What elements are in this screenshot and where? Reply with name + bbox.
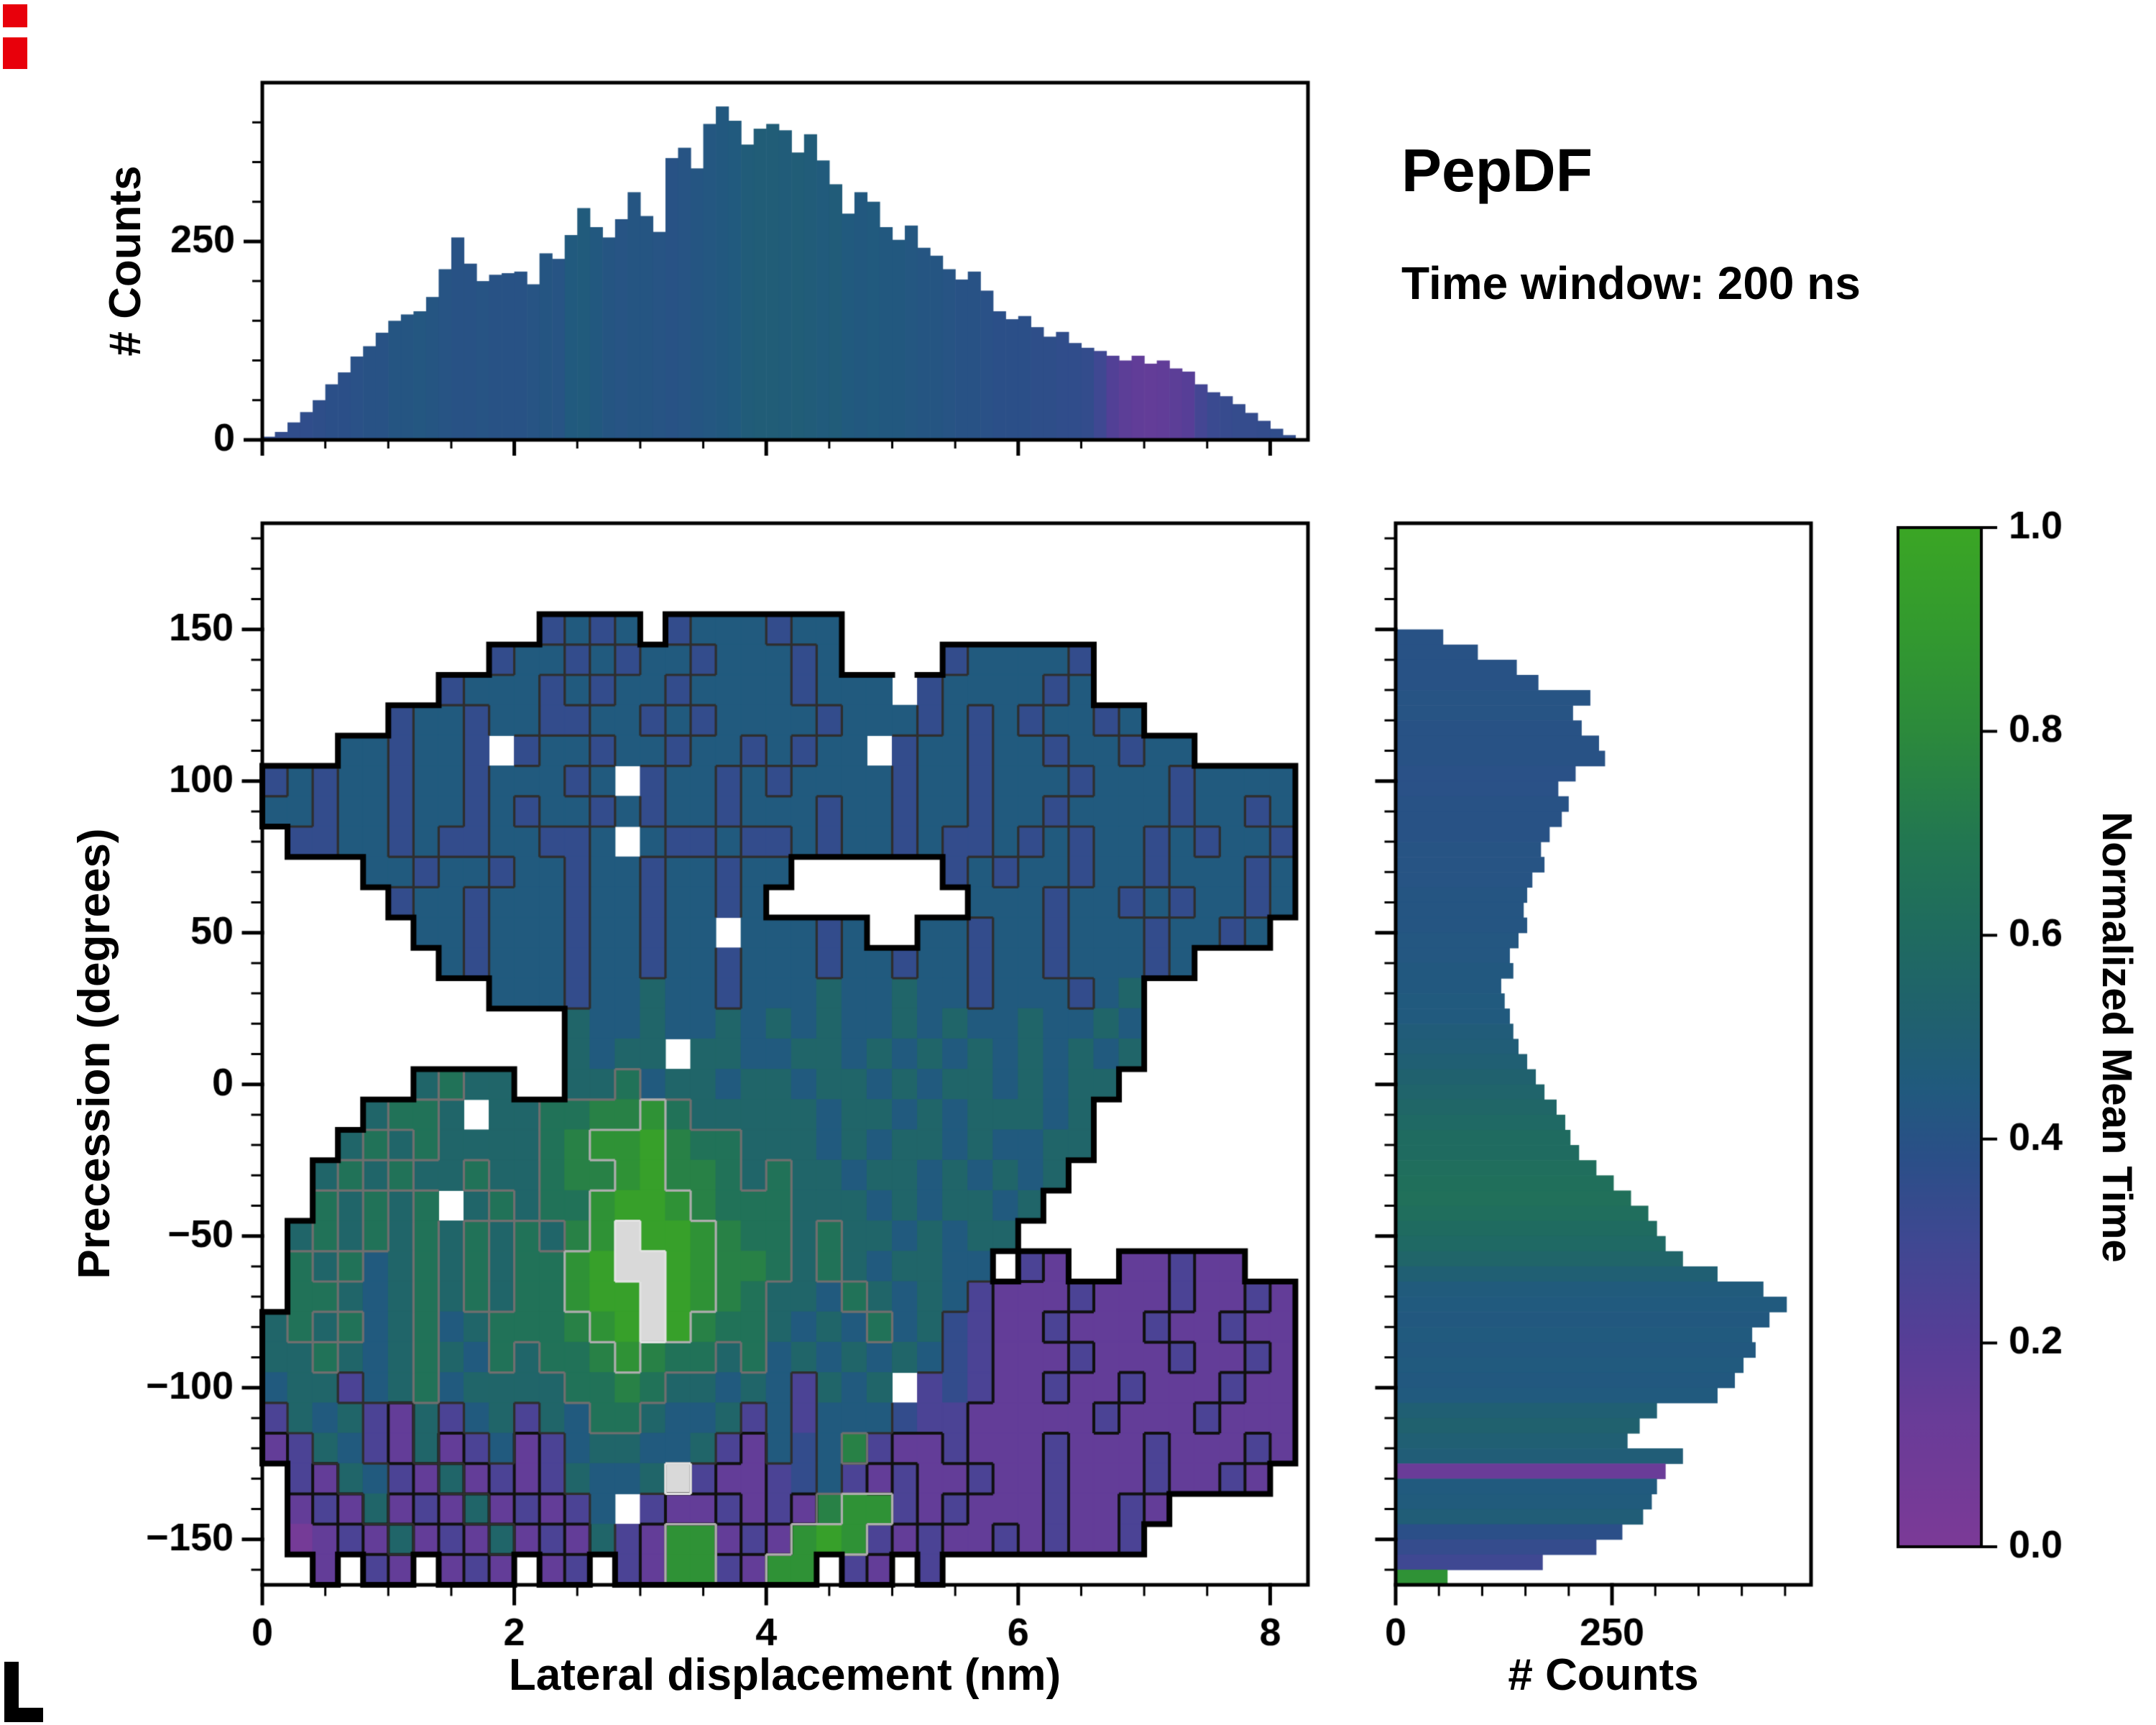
right-hist-xlabel: # Counts xyxy=(1508,1650,1699,1700)
screen-artifact-corner xyxy=(4,1708,43,1722)
screen-artifact-corner xyxy=(4,1662,19,1722)
figure-subtitle: Time window: 200 ns xyxy=(1401,257,1861,309)
top-hist-ylabel: # Counts xyxy=(101,165,150,356)
colorbar-label: Normalized Mean Time xyxy=(2093,811,2140,1263)
screen-artifact-red xyxy=(3,37,27,69)
figure-title: PepDF xyxy=(1401,137,1593,204)
main-ylabel: Precession (degrees) xyxy=(70,828,119,1279)
screen-artifact-red xyxy=(3,4,27,27)
main-xlabel: Lateral displacement (nm) xyxy=(508,1650,1061,1700)
